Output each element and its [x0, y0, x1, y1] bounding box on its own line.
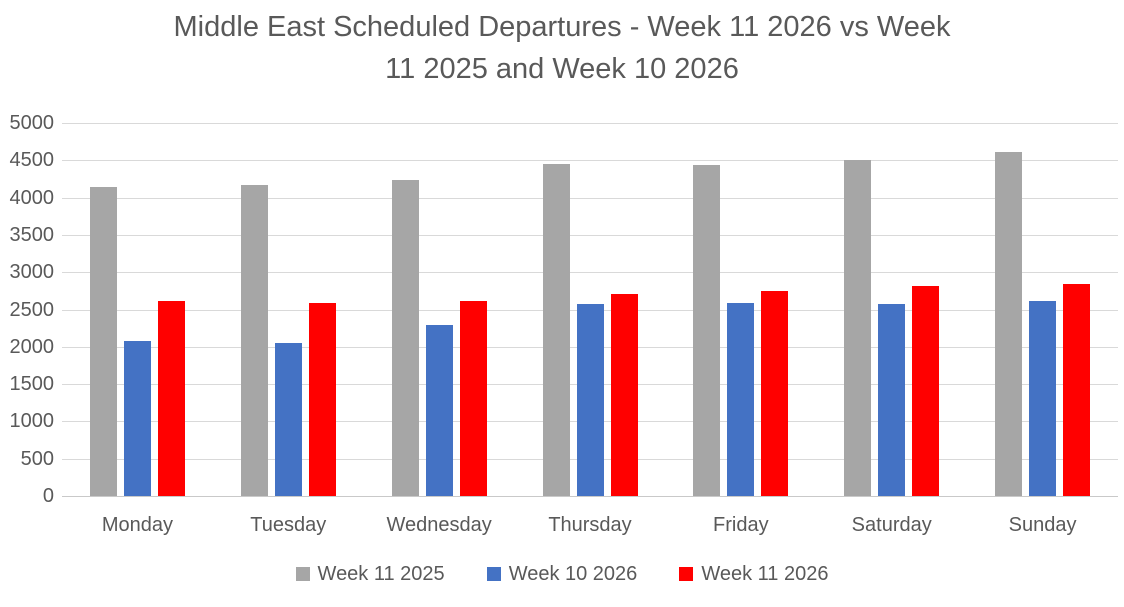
y-axis-label-4500: 4500	[9, 149, 55, 172]
bar-week-11-2026-thursday	[610, 293, 638, 496]
y-axis-label-500: 500	[20, 447, 54, 470]
bar-week-11-2025-thursday	[542, 164, 570, 496]
legend-label: Week 11 2026	[701, 563, 829, 585]
bar-week-10-2026-wednesday	[425, 325, 453, 496]
gridline-4000	[62, 197, 1118, 199]
legend-item-week-11-2025: Week 11 2025	[295, 563, 445, 585]
gridline-5000	[62, 123, 1118, 124]
legend-label: Week 10 2026	[508, 563, 638, 585]
bar-week-11-2025-friday	[693, 164, 721, 496]
y-axis-label-0: 0	[42, 485, 54, 507]
bar-week-10-2026-saturday	[878, 303, 906, 496]
x-axis-label-sunday: Sunday	[1008, 514, 1077, 536]
chart-title: Middle East Scheduled Departures - Week …	[0, 6, 1124, 90]
bar-week-11-2025-tuesday	[240, 184, 268, 496]
bar-week-11-2025-saturday	[844, 159, 872, 496]
chart-legend: Week 11 2025 Week 10 2026 Week 11 2026	[0, 563, 1124, 585]
y-axis-label-4000: 4000	[9, 186, 55, 209]
bar-week-10-2026-tuesday	[274, 343, 302, 496]
y-axis-label-5000: 5000	[9, 112, 55, 134]
legend-item-week-10-2026: Week 10 2026	[486, 563, 638, 585]
bar-week-11-2026-saturday	[912, 285, 940, 496]
gridline-4500	[62, 160, 1118, 162]
chart-title-line-2: 11 2025 and Week 10 2026	[385, 53, 739, 85]
x-axis-label-tuesday: Tuesday	[250, 514, 327, 536]
y-axis-label-1500: 1500	[9, 373, 55, 396]
chart-title-line-1: Middle East Scheduled Departures - Week …	[173, 11, 951, 43]
bar-week-11-2025-monday	[89, 187, 117, 496]
legend-swatch-icon	[486, 567, 501, 581]
plot-area	[62, 123, 1118, 497]
legend-label: Week 11 2025	[317, 563, 445, 585]
x-axis-line	[62, 496, 1118, 497]
y-axis-label-2000: 2000	[9, 335, 55, 358]
bar-week-11-2025-wednesday	[391, 179, 419, 496]
gridline-3500	[62, 234, 1118, 236]
legend-item-week-11-2026: Week 11 2026	[679, 563, 828, 585]
bar-week-11-2026-wednesday	[459, 301, 487, 496]
bar-week-11-2026-sunday	[1063, 284, 1091, 496]
bar-week-11-2025-sunday	[995, 152, 1023, 496]
legend-swatch-icon	[295, 567, 310, 581]
y-axis-label-2500: 2500	[9, 298, 55, 321]
y-axis-label-3000: 3000	[9, 261, 55, 284]
bar-week-10-2026-sunday	[1029, 301, 1057, 496]
x-axis-label-monday: Monday	[101, 514, 173, 536]
bar-week-11-2026-friday	[761, 290, 789, 496]
bar-week-11-2026-tuesday	[308, 302, 336, 496]
y-axis-label-1000: 1000	[9, 410, 55, 433]
legend-swatch-icon	[679, 567, 694, 581]
bar-week-10-2026-friday	[727, 302, 755, 496]
y-axis-label-3500: 3500	[9, 223, 55, 246]
bar-week-10-2026-thursday	[576, 304, 604, 496]
x-axis-label-thursday: Thursday	[548, 514, 632, 536]
x-axis-label-friday: Friday	[713, 514, 769, 536]
x-axis-label-saturday: Saturday	[851, 514, 932, 536]
bar-week-10-2026-monday	[123, 340, 151, 496]
y-axis: 0 500 1000 1500 2000 2500 3000 3500 4000 4500 5000	[0, 0, 55, 607]
bar-week-11-2026-monday	[157, 300, 185, 496]
gridline-3000	[62, 272, 1118, 274]
x-axis-label-wednesday: Wednesday	[386, 514, 492, 536]
